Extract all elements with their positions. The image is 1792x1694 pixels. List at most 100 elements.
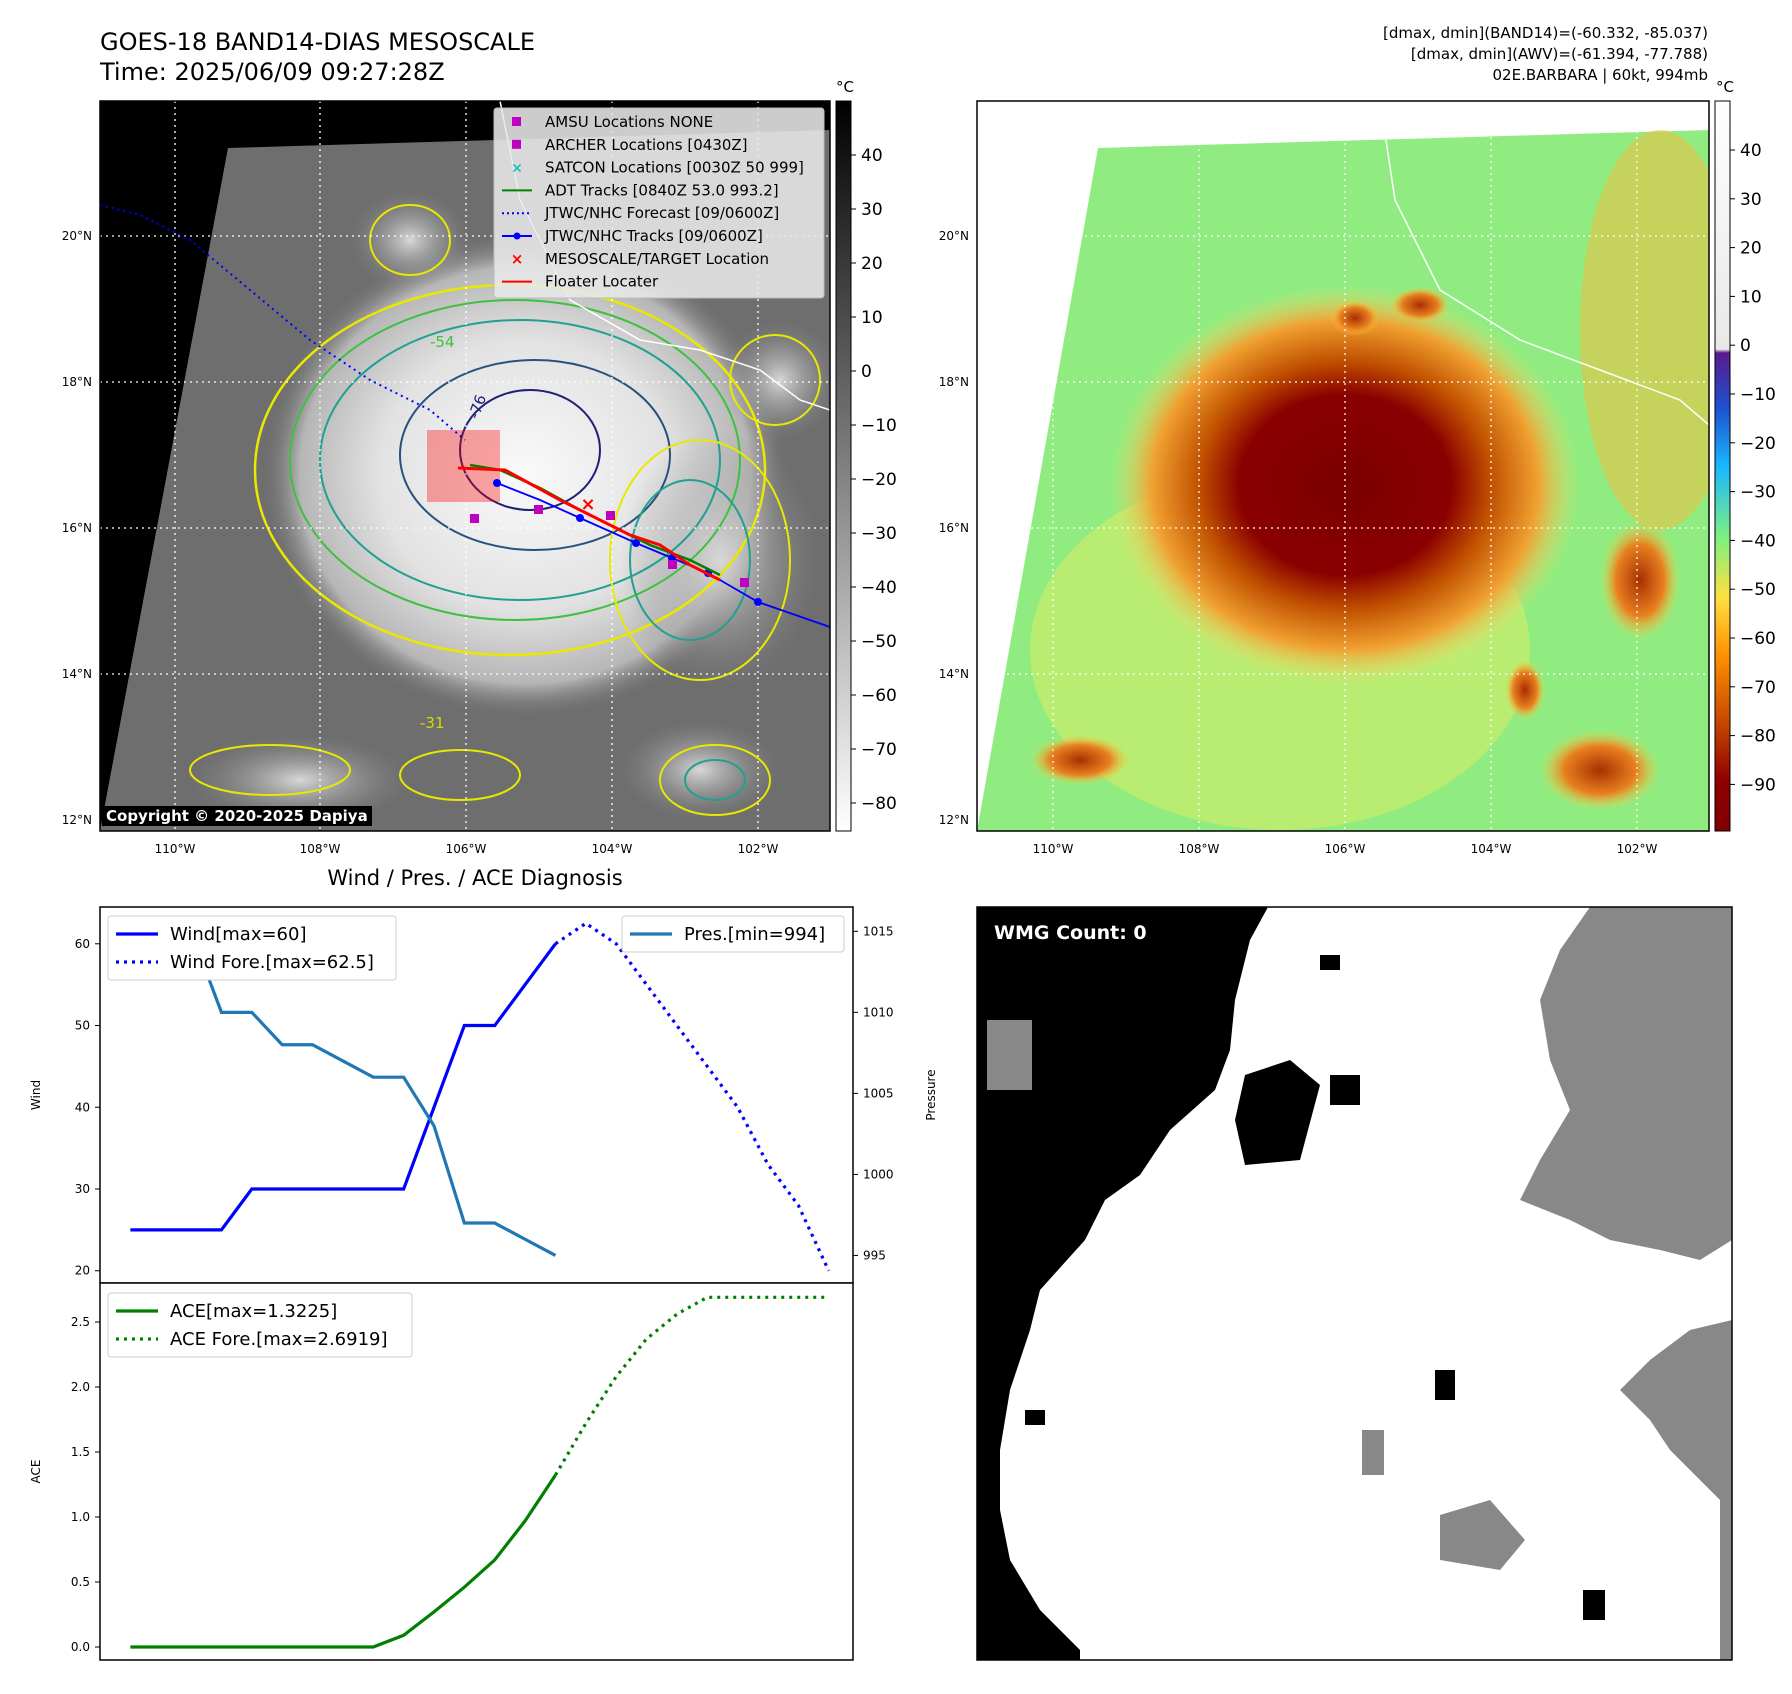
- ir-map-frame: [99, 100, 831, 832]
- legend-label: SATCON Locations [0030Z 50 999]: [545, 159, 804, 177]
- moisture-blob: [1505, 660, 1545, 720]
- y2-axis-label: Pressure: [924, 1069, 938, 1120]
- lon-label: 102°W: [1617, 842, 1658, 856]
- colorbar-tick: −70: [1740, 678, 1776, 698]
- chart-title: Wind / Pres. / ACE Diagnosis: [327, 866, 622, 890]
- contour-minus-31: [399, 749, 521, 801]
- moisture-blob: [1600, 520, 1680, 640]
- colorbar-tick: 0: [861, 362, 872, 382]
- legend-entry: × SATCON Locations [0030Z 50 999]: [511, 159, 804, 177]
- wmg-count-label: WMG Count: 0: [994, 922, 1147, 944]
- legend-entry: × MESOSCALE/TARGET Location: [511, 250, 769, 268]
- wmg-cold-patch: [1025, 1410, 1045, 1425]
- y-tick-label: 40: [75, 1100, 90, 1114]
- y-tick-label: 2.0: [71, 1380, 90, 1394]
- colorbar-unit: °C: [1716, 78, 1734, 96]
- y-tick-label: 2.5: [71, 1315, 90, 1329]
- y-tick-label: 20: [75, 1264, 90, 1278]
- y2-tick-label: 1000: [863, 1167, 894, 1181]
- floater-track: [457, 466, 721, 582]
- y-tick-label: 50: [75, 1019, 90, 1033]
- colorbar-tick: 30: [1740, 190, 1762, 210]
- lat-labels-left: 20°N 18°N 16°N 14°N 12°N: [62, 229, 92, 827]
- cloud-blob: [350, 190, 470, 290]
- legend-entry: JTWC/NHC Forecast [09/0600Z]: [502, 204, 779, 222]
- colorbar-tick: 20: [1740, 239, 1762, 259]
- legend-entry: ADT Tracks [0840Z 53.0 993.2]: [502, 181, 779, 199]
- svg-text:×: ×: [511, 250, 524, 268]
- lon-label: 102°W: [738, 842, 779, 856]
- lat-label: 20°N: [939, 229, 969, 243]
- legend-entry: AMSU Locations NONE: [512, 113, 713, 131]
- lat-label: 18°N: [939, 375, 969, 389]
- wmg-cold-patch: [1330, 1075, 1360, 1105]
- colorbar-tick: −20: [1740, 434, 1776, 454]
- cloud-blob: [720, 320, 830, 440]
- y2-tick-label: 995: [863, 1248, 886, 1262]
- cloud-blob: [620, 430, 820, 690]
- wmg-panel: [977, 907, 1732, 1660]
- storm-id-line: 02E.BARBARA | 60kt, 994mb: [1493, 66, 1708, 84]
- lat-label: 14°N: [939, 667, 969, 681]
- y-tick-label: 1.5: [71, 1445, 90, 1459]
- figure-title: GOES-18 BAND14-DIAS MESOSCALE: [100, 28, 535, 56]
- map-gridlines: [977, 101, 1709, 831]
- colorbar-tick: −10: [1740, 385, 1776, 405]
- awv-map-panel: [977, 101, 1709, 831]
- moisture-blob: [1330, 300, 1380, 336]
- stats-line-1: [dmax, dmin](BAND14)=(-60.332, -85.037): [1383, 24, 1708, 42]
- ace-chart: 0.0 0.5 1.0 1.5 2.0 2.5 ACE ACE[max=1.3225] ACE …: [29, 1282, 854, 1661]
- lat-label: 18°N: [62, 375, 92, 389]
- wmg-cold-patch: [1435, 1370, 1455, 1400]
- contour-minus-31: [659, 744, 771, 816]
- colorbar-tick: 30: [861, 200, 883, 220]
- wmg-cold-patch: [1320, 955, 1340, 970]
- target-marker: ×: [580, 494, 595, 515]
- lat-label: 12°N: [62, 813, 92, 827]
- lon-labels-left: 110°W 108°W 106°W 104°W 102°W: [155, 842, 779, 856]
- y-tick-label: 60: [75, 937, 90, 951]
- legend-label: Wind Fore.[max=62.5]: [170, 952, 374, 973]
- legend-label: Floater Locater: [545, 273, 659, 291]
- wmg-warm-region: [1520, 907, 1732, 1660]
- contour-minus-76: [459, 389, 601, 511]
- colorbar-tick: −40: [861, 578, 897, 598]
- colorbar-tick: −50: [861, 632, 897, 652]
- copyright-label: Copyright © 2020-2025 Dapiya: [102, 806, 372, 826]
- lon-label: 104°W: [1471, 842, 1512, 856]
- colorbar-tick: −80: [1740, 727, 1776, 747]
- moisture-blob: [1390, 287, 1450, 323]
- wind-pressure-chart: 20 30 40 50 60 Wind 995 1000 1005 1010 1015 Pressur…: [29, 906, 938, 1284]
- svg-text:×: ×: [511, 161, 523, 177]
- wmg-warm-patch: [987, 1020, 1032, 1090]
- colorbar-tick: 20: [861, 254, 883, 274]
- series-line: [130, 942, 557, 1232]
- legend-label: JTWC/NHC Tracks [09/0600Z]: [544, 227, 763, 245]
- series-line: [130, 1474, 557, 1649]
- colorbar-tick: 40: [861, 146, 883, 166]
- wmg-warm-patch: [1362, 1430, 1384, 1475]
- floater-box: [427, 430, 500, 502]
- best-track: [496, 482, 830, 628]
- legend-label: Pres.[min=994]: [684, 924, 825, 945]
- lon-label: 106°W: [446, 842, 487, 856]
- legend-entry: ARCHER Locations [0430Z]: [512, 136, 748, 154]
- colorbar-tick: −30: [1740, 483, 1776, 503]
- contour-minus-54: [684, 759, 746, 801]
- colorbar-tick: −70: [861, 740, 897, 760]
- legend-label: AMSU Locations NONE: [545, 113, 713, 131]
- colorbar-tick: −20: [861, 470, 897, 490]
- colorbar-unit: °C: [836, 78, 854, 96]
- contour-label: -54: [430, 333, 455, 351]
- lon-label: 108°W: [300, 842, 341, 856]
- colorbar-tick: −60: [1740, 629, 1776, 649]
- colorbar-tick: −60: [861, 686, 897, 706]
- contour-minus-54: [629, 479, 751, 641]
- y-tick-label: 0.0: [71, 1640, 90, 1654]
- legend-label: ARCHER Locations [0430Z]: [545, 136, 748, 154]
- moisture-blob: [1580, 130, 1709, 530]
- contour-minus-31: [189, 744, 351, 796]
- wmg-warm-region: [1440, 1500, 1525, 1570]
- legend-entry: JTWC/NHC Tracks [09/0600Z]: [502, 227, 763, 245]
